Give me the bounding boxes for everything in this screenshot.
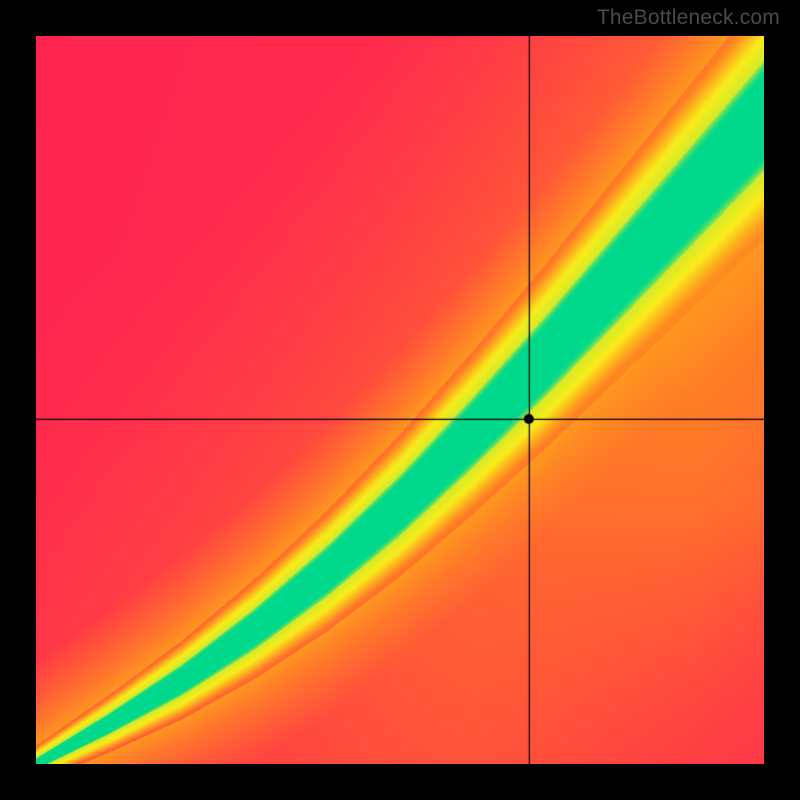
heatmap-canvas (36, 36, 764, 764)
chart-container: TheBottleneck.com (0, 0, 800, 800)
watermark-text: TheBottleneck.com (597, 6, 780, 30)
